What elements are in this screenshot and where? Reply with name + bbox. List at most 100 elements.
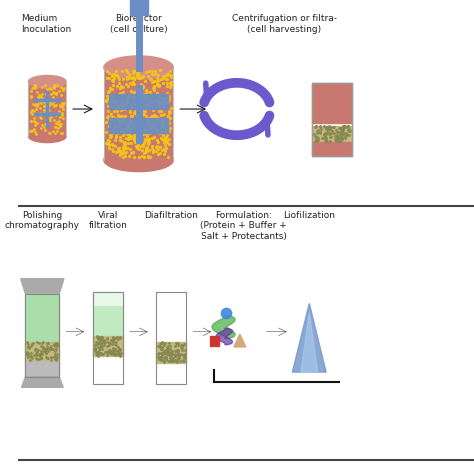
Point [164, 349, 171, 357]
Point [340, 129, 348, 137]
Point [174, 347, 182, 355]
Point [135, 67, 142, 74]
Point [151, 113, 158, 121]
Point [163, 349, 171, 357]
Point [46, 116, 54, 123]
Point [32, 128, 39, 136]
Point [173, 346, 181, 354]
Point [55, 108, 63, 115]
Point [322, 134, 329, 142]
Point [153, 115, 161, 123]
Point [44, 339, 51, 346]
Point [179, 351, 186, 358]
Point [143, 127, 151, 134]
Point [91, 345, 98, 353]
Point [136, 82, 143, 90]
Point [134, 106, 142, 113]
Point [167, 350, 174, 357]
Point [109, 93, 116, 100]
Text: Medium
Inoculation: Medium Inoculation [21, 14, 72, 34]
Point [108, 85, 116, 93]
Point [46, 100, 54, 107]
Point [317, 129, 324, 137]
Point [129, 78, 137, 85]
Point [109, 349, 117, 356]
Point [122, 148, 130, 155]
Point [172, 357, 179, 365]
Point [129, 69, 137, 77]
Point [174, 346, 182, 354]
Point [25, 343, 33, 350]
Point [143, 137, 151, 144]
Point [135, 74, 143, 82]
Point [96, 345, 103, 352]
Point [126, 145, 134, 153]
Point [133, 71, 141, 79]
Point [123, 73, 131, 81]
Point [104, 349, 112, 356]
Point [334, 136, 341, 143]
Point [339, 123, 346, 131]
Point [124, 68, 131, 75]
Bar [93, 292, 123, 338]
Point [325, 126, 333, 133]
Point [337, 130, 344, 137]
Point [164, 347, 172, 355]
Point [160, 73, 167, 81]
Point [116, 84, 124, 91]
Point [37, 354, 45, 362]
Point [174, 350, 182, 357]
Point [97, 350, 105, 357]
Point [162, 355, 170, 363]
Point [45, 347, 52, 355]
Point [138, 152, 146, 160]
Point [109, 78, 117, 85]
Point [341, 134, 348, 142]
Point [162, 133, 170, 141]
Point [111, 351, 119, 358]
Point [111, 346, 118, 354]
Point [161, 348, 168, 356]
Point [43, 340, 50, 347]
Point [345, 127, 352, 135]
Point [137, 120, 144, 128]
Point [141, 129, 149, 137]
Point [164, 343, 171, 350]
Point [146, 94, 153, 102]
Point [181, 354, 188, 361]
Point [119, 153, 127, 161]
Point [338, 134, 346, 142]
Point [104, 139, 111, 146]
Point [168, 350, 175, 358]
Point [38, 349, 46, 357]
Polygon shape [292, 303, 326, 372]
Point [35, 95, 43, 103]
Point [54, 124, 62, 131]
Point [127, 87, 135, 94]
Point [179, 357, 187, 365]
Point [147, 91, 155, 99]
Point [118, 106, 126, 113]
Point [97, 334, 105, 341]
Point [163, 355, 170, 362]
Point [45, 106, 52, 113]
Point [114, 350, 121, 358]
Point [164, 357, 172, 365]
Point [155, 101, 162, 109]
Point [137, 115, 145, 123]
Point [180, 357, 188, 365]
Point [179, 341, 187, 348]
Point [167, 104, 175, 111]
Point [338, 134, 346, 142]
Bar [156, 292, 186, 384]
Point [53, 340, 60, 348]
Point [109, 81, 116, 89]
Point [30, 351, 37, 359]
Point [313, 135, 321, 143]
Point [162, 347, 169, 355]
Point [164, 138, 171, 146]
Point [148, 122, 156, 129]
Point [47, 342, 55, 350]
Point [176, 351, 183, 359]
Point [154, 143, 161, 150]
